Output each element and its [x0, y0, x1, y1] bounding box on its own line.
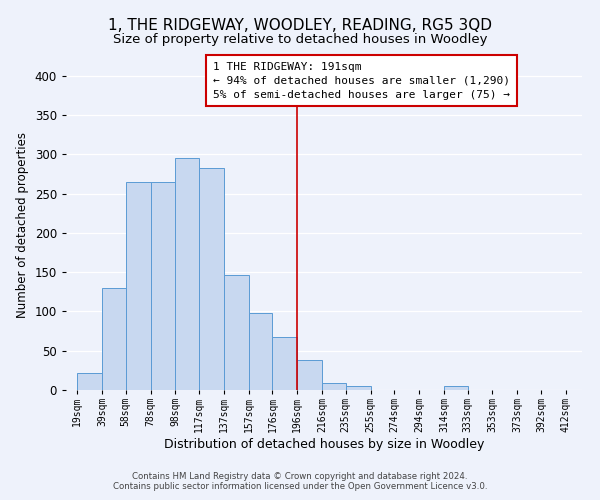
- Bar: [175, 158, 199, 390]
- Bar: [77, 372, 102, 390]
- Bar: [224, 274, 249, 390]
- Bar: [125, 182, 151, 390]
- Bar: [102, 288, 125, 390]
- Y-axis label: Number of detached properties: Number of detached properties: [16, 132, 29, 318]
- Text: Contains HM Land Registry data © Crown copyright and database right 2024.: Contains HM Land Registry data © Crown c…: [132, 472, 468, 481]
- Bar: [322, 383, 346, 390]
- Text: 1 THE RIDGEWAY: 191sqm
← 94% of detached houses are smaller (1,290)
5% of semi-d: 1 THE RIDGEWAY: 191sqm ← 94% of detached…: [213, 62, 510, 100]
- Bar: [249, 313, 272, 390]
- Bar: [151, 182, 175, 390]
- Text: Size of property relative to detached houses in Woodley: Size of property relative to detached ho…: [113, 32, 487, 46]
- Bar: [444, 386, 467, 390]
- Bar: [346, 386, 371, 390]
- X-axis label: Distribution of detached houses by size in Woodley: Distribution of detached houses by size …: [164, 438, 484, 451]
- Bar: [297, 360, 322, 390]
- Text: Contains public sector information licensed under the Open Government Licence v3: Contains public sector information licen…: [113, 482, 487, 491]
- Bar: [272, 336, 297, 390]
- Text: 1, THE RIDGEWAY, WOODLEY, READING, RG5 3QD: 1, THE RIDGEWAY, WOODLEY, READING, RG5 3…: [108, 18, 492, 32]
- Bar: [199, 168, 224, 390]
